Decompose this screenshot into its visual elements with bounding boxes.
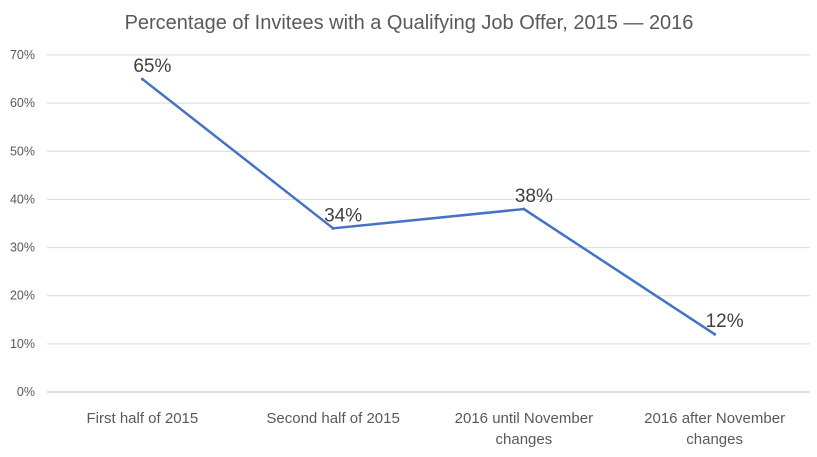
data-label: 65% xyxy=(133,56,171,77)
y-tick-label: 40% xyxy=(10,192,35,206)
y-tick-label: 50% xyxy=(10,144,35,158)
data-label: 34% xyxy=(324,205,362,226)
series-line xyxy=(141,78,716,336)
x-tick-label: 2016 until November changes xyxy=(455,410,593,448)
x-tick-label: 2016 after November changes xyxy=(644,410,785,448)
data-labels: 65% 34% 38% 12% xyxy=(133,56,743,332)
y-tick-label: 0% xyxy=(17,385,35,399)
chart-title: Percentage of Invitees with a Qualifying… xyxy=(125,12,694,34)
gridlines xyxy=(47,54,810,393)
series-layer xyxy=(140,77,717,336)
data-label: 38% xyxy=(515,186,553,207)
x-tick-label: First half of 2015 xyxy=(87,410,199,427)
y-tick-label: 70% xyxy=(10,48,35,62)
y-tick-label: 20% xyxy=(10,289,35,303)
data-point xyxy=(331,226,335,230)
data-point xyxy=(522,207,526,211)
data-point xyxy=(140,77,144,81)
y-tick-label: 10% xyxy=(10,337,35,351)
y-axis-ticks: 0% 10% 20% 30% 40% 50% 60% 70% xyxy=(10,48,35,399)
data-label: 12% xyxy=(706,311,744,332)
x-axis-ticks: First half of 2015 Second half of 2015 201… xyxy=(87,410,786,448)
x-tick-label: Second half of 2015 xyxy=(266,410,399,427)
data-point xyxy=(713,332,717,336)
y-tick-label: 30% xyxy=(10,241,35,255)
y-tick-label: 60% xyxy=(10,96,35,110)
